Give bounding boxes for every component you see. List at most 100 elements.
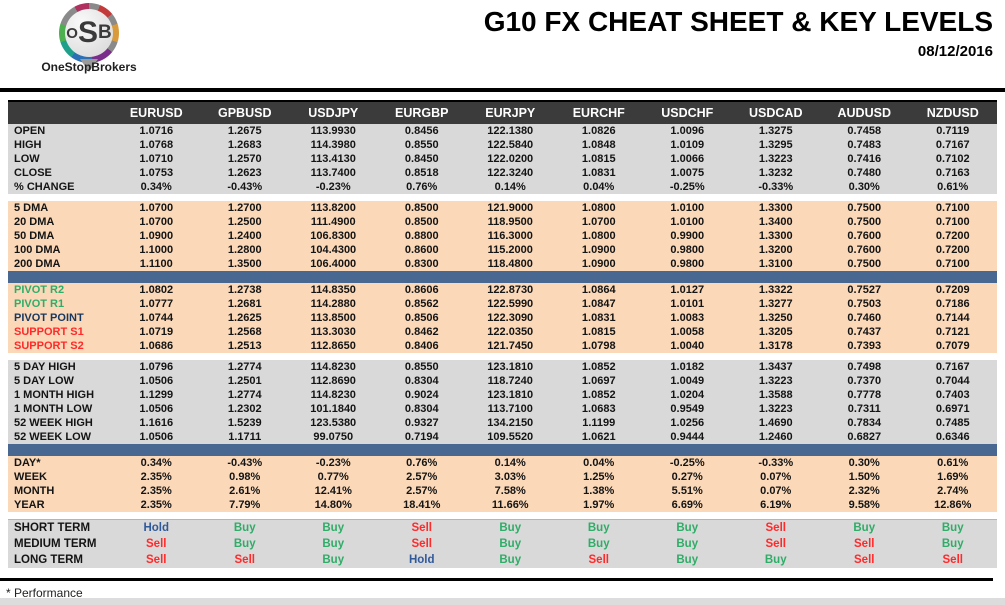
cell-eurgbp-50-dma: 0.8800 xyxy=(404,230,439,242)
row-50-dma: 50 DMA 1.0900 1.2400 106.8300 0.8800 116.3000… xyxy=(8,229,997,243)
section-divider-blue xyxy=(8,271,997,283)
cell-audusd-month: 2.32% xyxy=(848,485,880,497)
row-pivot-r2: PIVOT R2 1.0802 1.2738 114.8350 0.8606 122.87… xyxy=(8,283,997,297)
cell-usdcad-52-week-high: 1.4690 xyxy=(758,417,793,429)
cell-nzdusd-high: 0.7167 xyxy=(935,139,970,151)
cell-usdcad-long-term: Buy xyxy=(764,554,787,566)
cell-eurchf-support-s1: 1.0815 xyxy=(581,326,616,338)
cell-nzdusd-day: 0.61% xyxy=(937,457,969,469)
cell-nzdusd-close: 0.7163 xyxy=(935,167,970,179)
cell-gpbusd-20-dma: 1.2500 xyxy=(227,216,262,228)
row-short-term: SHORT TERM Hold Buy Buy Sell Buy Buy Buy Sell Buy… xyxy=(8,519,997,536)
cell-eurusd-1-month-high: 1.1299 xyxy=(139,389,174,401)
cell-eurjpy-day: 0.14% xyxy=(494,457,526,469)
cell-eurusd-100-dma: 1.1000 xyxy=(139,244,174,256)
cell-audusd-5-day-low: 0.7370 xyxy=(847,375,882,387)
cell-eurgbp-5-dma: 0.8500 xyxy=(404,202,439,214)
cell-nzdusd-support-s2: 0.7079 xyxy=(935,340,970,352)
row-label-1-month-high: 1 MONTH HIGH xyxy=(14,389,95,401)
cell-eurchf-50-dma: 1.0800 xyxy=(581,230,616,242)
cell-nzdusd-year: 12.86% xyxy=(934,499,972,511)
cell-gpbusd-short-term: Buy xyxy=(233,522,256,534)
row-label-100-dma: 100 DMA xyxy=(14,244,61,256)
cell-usdchf-year: 6.69% xyxy=(671,499,703,511)
section-divider-cell xyxy=(8,512,997,520)
cell-eurusd-200-dma: 1.1100 xyxy=(139,258,173,270)
cell-usdjpy-5-day-high: 114.8230 xyxy=(310,361,356,373)
cell-eurusd-short-term: Hold xyxy=(143,522,170,534)
cell-eurjpy-1-month-low: 113.7100 xyxy=(487,403,533,415)
column-header-usdjpy: USDJPY xyxy=(289,100,378,124)
cell-eurgbp-high: 0.8550 xyxy=(404,139,439,151)
cell-eurgbp-change: 0.76% xyxy=(406,181,438,193)
cell-eurjpy-50-dma: 116.3000 xyxy=(487,230,533,242)
cell-audusd-1-month-high: 0.7778 xyxy=(847,389,882,401)
row-low: LOW 1.0710 1.2570 113.4130 0.8450 122.0200 1.0… xyxy=(8,152,997,166)
cell-eurjpy-5-day-low: 118.7240 xyxy=(487,375,533,387)
row-label-year: YEAR xyxy=(14,499,45,511)
cell-eurgbp-long-term: Hold xyxy=(408,554,435,566)
cell-eurjpy-5-day-high: 123.1810 xyxy=(487,361,534,373)
cell-eurgbp-100-dma: 0.8600 xyxy=(404,244,439,256)
cell-eurjpy-open: 122.1380 xyxy=(487,125,534,137)
cell-usdchf-5-day-high: 1.0182 xyxy=(670,361,705,373)
cell-eurusd-medium-term: Sell xyxy=(146,538,167,550)
cell-usdcad-year: 6.19% xyxy=(760,499,792,511)
cell-usdchf-pivot-point: 1.0083 xyxy=(670,312,705,324)
cell-nzdusd-long-term: Sell xyxy=(942,554,963,566)
cell-usdcad-5-dma: 1.3300 xyxy=(758,202,793,214)
cell-eurjpy-medium-term: Buy xyxy=(499,538,522,550)
cell-audusd-short-term: Buy xyxy=(853,522,876,534)
cell-gpbusd-5-day-high: 1.2774 xyxy=(227,361,262,373)
cell-eurchf-pivot-r2: 1.0864 xyxy=(581,284,616,296)
cell-usdjpy-pivot-r1: 114.2880 xyxy=(310,298,356,310)
cell-usdchf-200-dma: 0.9800 xyxy=(670,258,705,270)
cell-eurusd-5-day-high: 1.0796 xyxy=(139,361,174,373)
cell-eurgbp-low: 0.8450 xyxy=(404,153,439,165)
cell-usdjpy-100-dma: 104.4300 xyxy=(310,244,357,256)
row-label-1-month-low: 1 MONTH LOW xyxy=(14,403,93,415)
column-header-eurchf: EURCHF xyxy=(554,100,643,124)
cell-usdjpy-long-term: Buy xyxy=(322,554,345,566)
cell-eurchf-pivot-r1: 1.0847 xyxy=(581,298,616,310)
cell-usdchf-medium-term: Buy xyxy=(676,538,699,550)
cell-usdjpy-5-dma: 113.8200 xyxy=(310,202,356,214)
page-title: G10 FX CHEAT SHEET & KEY LEVELS xyxy=(483,6,993,37)
cell-eurchf-week: 1.25% xyxy=(583,471,615,483)
cell-audusd-50-dma: 0.7600 xyxy=(847,230,882,242)
title-block: G10 FX CHEAT SHEET & KEY LEVELS 08/12/20… xyxy=(484,6,993,60)
cell-eurusd-support-s1: 1.0719 xyxy=(139,326,174,338)
cell-audusd-week: 1.50% xyxy=(848,471,880,483)
row-5-dma: 5 DMA 1.0700 1.2700 113.8200 0.8500 121.9000 1… xyxy=(8,201,997,215)
row-label-long-term: LONG TERM xyxy=(14,554,83,566)
cell-eurusd-50-dma: 1.0900 xyxy=(139,230,174,242)
cell-eurusd-52-week-low: 1.0506 xyxy=(139,431,174,443)
cell-eurusd-pivot-point: 1.0744 xyxy=(139,312,174,324)
row-52-week-high: 52 WEEK HIGH 1.1616 1.5239 123.5380 0.9327 13… xyxy=(8,416,997,430)
cell-usdjpy-short-term: Buy xyxy=(322,522,345,534)
cell-usdjpy-20-dma: 111.4900 xyxy=(310,216,356,228)
cell-usdjpy-pivot-r2: 114.8350 xyxy=(310,284,356,296)
cell-audusd-1-month-low: 0.7311 xyxy=(847,403,881,415)
cell-eurgbp-close: 0.8518 xyxy=(404,167,439,179)
cell-usdjpy-month: 12.41% xyxy=(314,485,352,497)
row-label-low: LOW xyxy=(14,153,40,165)
cell-eurjpy-low: 122.0200 xyxy=(487,153,534,165)
cell-gpbusd-medium-term: Buy xyxy=(233,538,256,550)
section-divider-cell xyxy=(8,353,997,360)
cell-eurusd-week: 2.35% xyxy=(140,471,172,483)
cell-nzdusd-medium-term: Buy xyxy=(941,538,964,550)
row-week: WEEK 2.35% 0.98% 0.77% 2.57% 3.03% 1.25% 0.27% 0… xyxy=(8,470,997,484)
cell-eurgbp-year: 18.41% xyxy=(403,499,441,511)
cell-usdchf-high: 1.0109 xyxy=(670,139,705,151)
cell-usdjpy-52-week-high: 123.5380 xyxy=(310,417,357,429)
cell-eurchf-open: 1.0826 xyxy=(581,125,616,137)
cell-audusd-pivot-r1: 0.7503 xyxy=(847,298,882,310)
cell-usdcad-pivot-point: 1.3250 xyxy=(758,312,793,324)
table-wrap: EURUSD GPBUSD USDJPY EURGBP EURJPY EURCHF USDC… xyxy=(8,100,997,568)
cell-usdcad-1-month-low: 1.3223 xyxy=(758,403,793,415)
cell-usdchf-close: 1.0075 xyxy=(670,167,705,179)
row-label-200-dma: 200 DMA xyxy=(14,258,61,270)
